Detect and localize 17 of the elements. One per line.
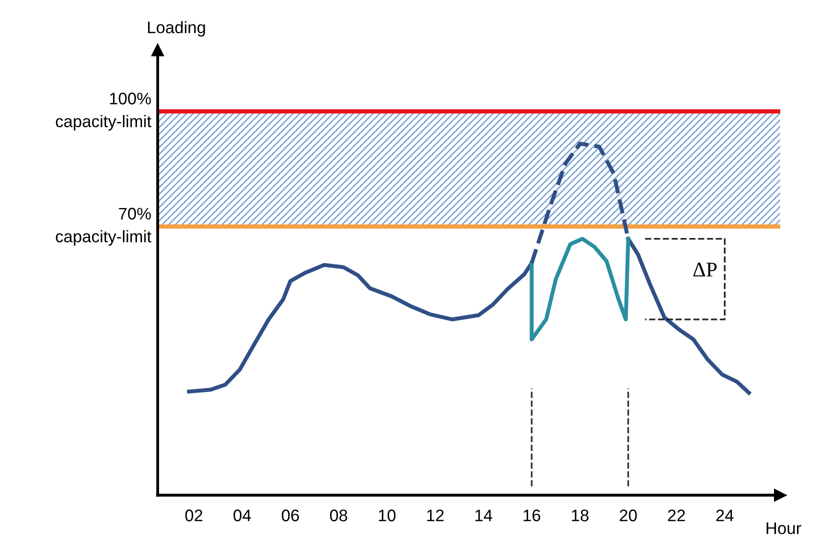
x-tick-label: 16 (524, 510, 540, 522)
x-tick-label: 20 (620, 510, 637, 522)
x-tick-label: 02 (185, 510, 202, 522)
x-tick-label: 06 (282, 510, 299, 522)
x-tick-label: 22 (668, 510, 685, 522)
ref-line-label: 100% capacity-limit (56, 92, 152, 131)
annotation: ΔP (693, 262, 717, 276)
x-tick-label: 18 (572, 510, 588, 522)
ref-line-label: 70% capacity-limit (56, 208, 152, 246)
x-tick-label: 08 (330, 510, 348, 522)
x-tick-label: 24 (716, 510, 734, 522)
y-axis-title: Loading (148, 21, 205, 37)
x-tick-label: 10 (378, 510, 396, 522)
x-tick-label: 04 (234, 510, 251, 522)
x-tick-label: 14 (475, 510, 492, 522)
x-tick-label: 12 (427, 510, 444, 522)
x-axis-title: Hour (766, 522, 802, 534)
